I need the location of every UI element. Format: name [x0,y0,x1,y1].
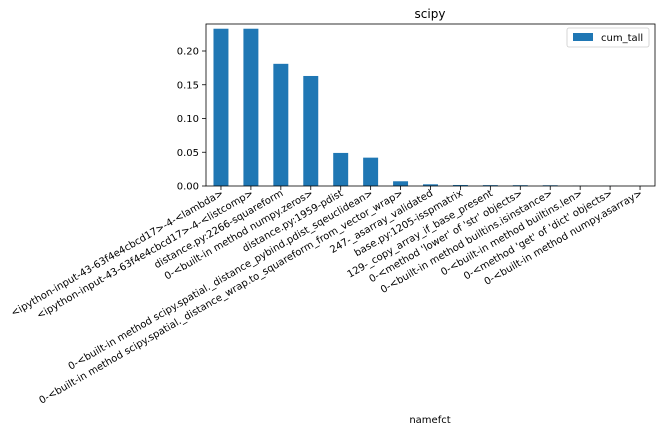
x-ticks: <ipython-input-43-63f4e4cbcd17>-4-<lambd… [9,186,645,407]
legend: cum_tall [566,27,650,48]
bar [273,63,289,187]
chart-title: scipy [415,7,446,21]
legend-label: cum_tall [601,33,643,44]
legend-box [566,27,650,48]
bar [393,181,409,186]
legend-swatch [573,33,593,41]
y-tick-label: 0.00 [177,182,199,193]
bar [363,157,379,186]
bar [303,75,319,186]
y-tick-label: 0.10 [177,114,199,125]
bar [423,184,438,186]
y-tick-label: 0.20 [177,47,199,58]
y-ticks: 0.00 0.05 0.10 0.15 0.20 [177,47,206,193]
bar [243,28,259,186]
bar [333,152,349,186]
y-tick-label: 0.15 [177,80,199,91]
bar [452,184,468,186]
plot-frame [205,23,656,187]
bar [482,185,498,186]
y-tick-label: 0.05 [177,148,199,159]
x-axis-label: namefct [409,415,450,426]
bar [213,28,229,186]
bars-group [213,28,648,187]
bar [512,185,528,186]
